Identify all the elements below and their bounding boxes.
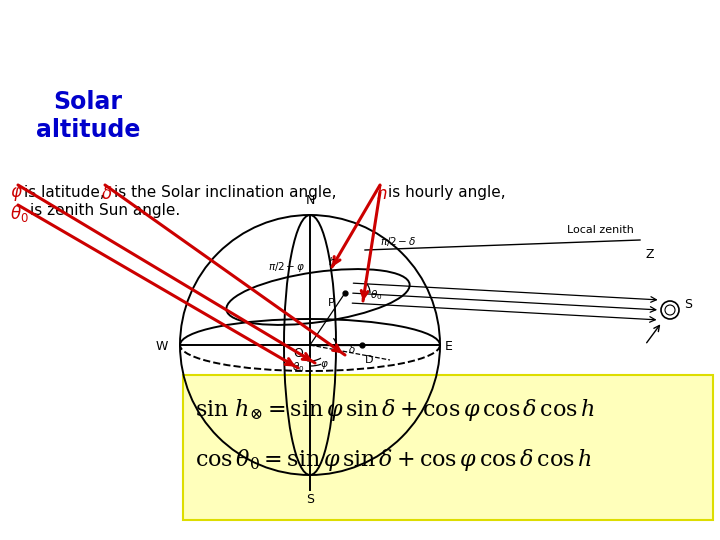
Text: Z: Z xyxy=(646,248,654,261)
Text: P: P xyxy=(328,298,335,308)
Text: $\theta_0$: $\theta_0$ xyxy=(370,288,382,302)
Text: Solar
altitude: Solar altitude xyxy=(36,90,140,142)
Text: S: S xyxy=(684,299,692,312)
Text: W: W xyxy=(156,341,168,354)
Text: is latitude,: is latitude, xyxy=(24,185,109,200)
Text: $h$: $h$ xyxy=(328,255,336,267)
Text: D: D xyxy=(365,355,374,365)
Text: is the Solar inclination angle,: is the Solar inclination angle, xyxy=(114,185,341,200)
FancyBboxPatch shape xyxy=(183,375,713,520)
Text: N: N xyxy=(305,194,315,207)
Text: $\varphi$: $\varphi$ xyxy=(320,359,329,371)
Text: $\theta_0$: $\theta_0$ xyxy=(292,360,305,374)
Text: is hourly angle,: is hourly angle, xyxy=(388,185,505,200)
Text: $\delta$: $\delta$ xyxy=(348,343,356,355)
Text: S: S xyxy=(306,493,314,506)
Text: E: E xyxy=(445,341,453,354)
Text: Local zenith: Local zenith xyxy=(567,225,634,235)
Text: $\pi/2-\delta$: $\pi/2-\delta$ xyxy=(380,235,417,248)
Text: $\pi/2-\varphi$: $\pi/2-\varphi$ xyxy=(268,260,305,274)
Text: $\cos\theta_0=\sin\varphi\,\sin\delta+\cos\varphi\,\cos\delta\,\cos h$: $\cos\theta_0=\sin\varphi\,\sin\delta+\c… xyxy=(195,447,592,473)
Text: O: O xyxy=(293,347,303,360)
Text: $\delta$: $\delta$ xyxy=(101,185,112,203)
Text: $h$: $h$ xyxy=(376,185,387,203)
Text: $\theta_0$: $\theta_0$ xyxy=(10,203,29,224)
Text: is zenith Sun angle.: is zenith Sun angle. xyxy=(30,203,180,218)
Text: $\sin\,h_{\otimes}=\sin\varphi\,\sin\delta+\cos\varphi\,\cos\delta\,\cos h$: $\sin\,h_{\otimes}=\sin\varphi\,\sin\del… xyxy=(195,397,595,423)
Text: $\varphi$: $\varphi$ xyxy=(10,185,23,203)
